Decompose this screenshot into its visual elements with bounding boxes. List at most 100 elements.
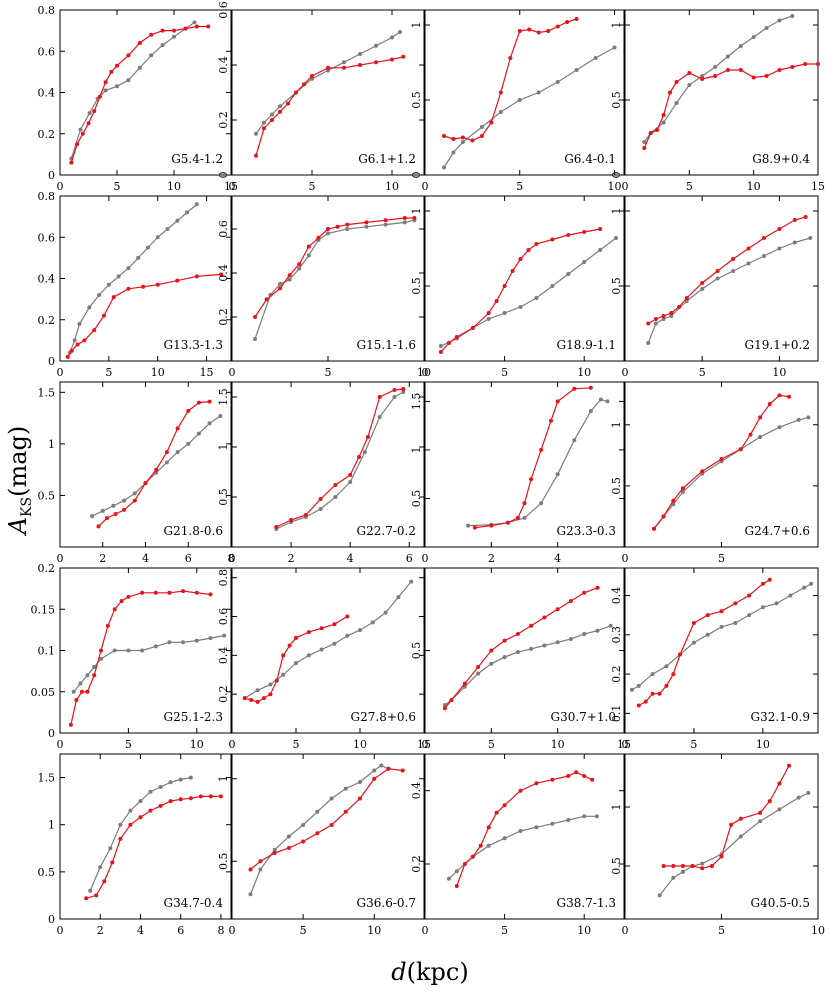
data-point-red — [92, 328, 97, 333]
data-point-gray — [194, 638, 199, 643]
data-point-red — [518, 257, 523, 261]
data-point-gray — [254, 131, 258, 136]
data-point-red — [515, 515, 520, 520]
x-tick-label: 4 — [142, 552, 149, 565]
x-tick-label: 4 — [137, 924, 144, 937]
y-tick-label: 0.05 — [31, 686, 56, 699]
data-point-red — [472, 525, 477, 530]
panel-frame — [231, 195, 425, 362]
data-point-red — [731, 257, 736, 261]
data-point-red — [568, 599, 573, 603]
data-point-red — [262, 696, 266, 701]
data-point-gray — [268, 682, 273, 687]
data-point-gray — [258, 867, 263, 872]
data-point-gray — [725, 54, 730, 59]
data-point-red — [401, 387, 406, 391]
x-tick-label: 5 — [325, 366, 332, 379]
data-point-red — [92, 109, 97, 114]
data-point-red — [329, 823, 334, 827]
data-point-gray — [451, 150, 456, 155]
y-tick-label: 0.5 — [610, 477, 623, 495]
data-point-gray — [629, 687, 634, 692]
data-point-red — [684, 296, 689, 300]
data-point-gray — [164, 460, 169, 465]
data-point-red — [787, 763, 791, 768]
data-point-red — [462, 681, 467, 686]
data-point-red — [738, 447, 743, 452]
data-point-red — [790, 65, 795, 69]
series-line-red — [70, 590, 211, 725]
data-point-red — [515, 632, 520, 636]
data-point-gray — [392, 395, 397, 399]
y-tick-label: 0 — [410, 172, 423, 179]
data-point-red — [508, 56, 513, 60]
data-point-gray — [605, 399, 610, 404]
data-point-red — [402, 216, 407, 220]
data-point-gray — [796, 795, 801, 800]
data-point-gray — [446, 876, 451, 881]
x-tick-label: 15 — [224, 180, 238, 193]
data-point-red — [705, 613, 710, 618]
data-point-red — [96, 524, 101, 529]
x-tick-label: 10 — [577, 366, 591, 379]
panel-G34.7-0.4: 0 2 4 6 8 0 0.5 1 1.5 G34.7-0.4 — [38, 753, 232, 937]
data-point-red — [113, 512, 118, 516]
y-tick-label: 1.5 — [410, 393, 423, 411]
series-line-gray — [244, 581, 412, 699]
data-point-red — [97, 94, 102, 99]
data-point-gray — [764, 26, 769, 30]
data-point-gray — [77, 321, 82, 326]
series-line-red — [474, 387, 591, 529]
panel-label: G32.1-0.9 — [751, 710, 810, 724]
series-line-gray — [468, 398, 608, 527]
series-line-red — [638, 579, 771, 707]
data-point-gray — [396, 595, 401, 600]
data-point-gray — [539, 501, 544, 506]
x-tick-label: 10 — [190, 738, 204, 751]
data-point-gray — [529, 646, 534, 651]
x-tick-label: 0 — [229, 180, 236, 193]
data-point-red — [194, 274, 199, 279]
data-point-gray — [582, 260, 587, 264]
data-point-gray — [148, 789, 153, 794]
x-tick-label: 10 — [747, 180, 761, 193]
data-point-red — [510, 269, 515, 273]
y-tick-label: 0.2 — [410, 855, 423, 873]
data-point-red — [167, 590, 172, 595]
x-axis-label: d(kpc) — [391, 958, 468, 986]
y-tick-label: 0.8 — [38, 4, 56, 17]
series-line-red — [663, 765, 790, 869]
data-point-gray — [272, 847, 277, 852]
data-point-red — [198, 794, 203, 799]
data-point-gray — [517, 98, 522, 102]
y-tick-label: 0 — [217, 172, 230, 179]
y-tick-label: 0.2 — [217, 308, 230, 326]
data-point-gray — [253, 337, 257, 341]
data-point-red — [326, 65, 330, 70]
x-tick-label: 0 — [57, 552, 64, 565]
data-point-red — [719, 609, 724, 614]
x-tick-label: 15 — [811, 180, 825, 193]
data-point-gray — [100, 508, 105, 513]
data-point-red — [268, 692, 273, 697]
x-tick-label: 15 — [200, 366, 214, 379]
x-tick-label: 6 — [185, 552, 192, 565]
data-point-red — [438, 350, 443, 354]
data-point-gray — [178, 777, 183, 782]
data-point-gray — [680, 869, 685, 874]
data-point-gray — [116, 274, 121, 279]
data-point-red — [534, 781, 539, 786]
data-point-red — [316, 235, 321, 240]
y-tick-label: 0.2 — [38, 314, 56, 327]
data-point-red — [115, 63, 119, 68]
data-point-red — [383, 218, 388, 223]
x-tick-label: 5 — [488, 738, 495, 751]
y-tick-label: 1 — [217, 444, 230, 451]
y-tick-label: 0.4 — [38, 87, 56, 100]
data-point-gray — [700, 74, 705, 78]
data-point-gray — [401, 390, 406, 394]
x-tick-label: 5 — [699, 366, 706, 379]
data-point-gray — [208, 636, 213, 641]
data-point-red — [529, 623, 534, 628]
